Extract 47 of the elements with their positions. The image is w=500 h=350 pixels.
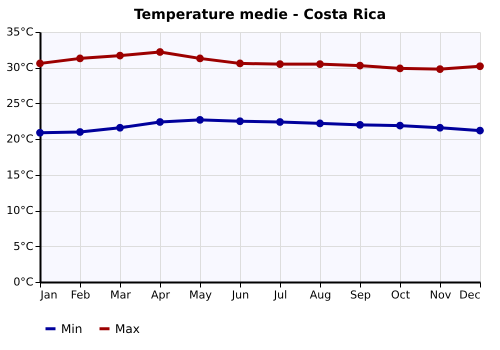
point: [396, 64, 404, 72]
y-tick-label: 35°C: [6, 26, 34, 38]
point: [156, 118, 164, 126]
point: [396, 122, 404, 130]
x-tick-label: Mar: [110, 288, 132, 302]
x-tick-label: Apr: [150, 288, 170, 302]
y-tick-label: 0°C: [13, 276, 34, 288]
x-tick-label: May: [189, 288, 212, 302]
y-tick-label: 5°C: [13, 240, 34, 253]
point: [476, 62, 484, 70]
point: [436, 65, 444, 74]
point: [356, 120, 364, 129]
x-tick-label: Jun: [230, 288, 250, 302]
x-tick-label: Jan: [40, 288, 58, 302]
chart-title: Temperature medie - Costa Rica: [134, 7, 386, 23]
x-tick-label: Feb: [70, 288, 90, 302]
point: [36, 128, 44, 137]
point: [116, 52, 124, 60]
point: [76, 128, 84, 136]
point: [436, 124, 444, 132]
point: [196, 116, 204, 124]
point: [156, 48, 164, 56]
y-tick-label: 15°C: [6, 168, 34, 182]
point: [356, 62, 364, 70]
x-tick-label: Oct: [390, 288, 411, 302]
point: [36, 60, 44, 68]
y-tick-label: 30°C: [6, 61, 34, 74]
x-tick-label: Dec: [459, 288, 480, 302]
point: [76, 54, 84, 62]
point: [316, 120, 324, 128]
point: [276, 60, 284, 68]
point: [316, 60, 324, 68]
x-tick-label: Nov: [430, 288, 452, 302]
point: [476, 126, 484, 134]
point: [196, 54, 204, 62]
point: [236, 117, 244, 126]
point: [276, 118, 284, 126]
y-tick-label: 20°C: [6, 132, 34, 146]
x-tick-label: Sep: [350, 288, 371, 302]
y-tick-label: 10°C: [6, 204, 34, 218]
y-tick-label: 25°C: [6, 96, 34, 110]
legend-label: Min: [61, 322, 82, 336]
x-tick-label: Aug: [310, 288, 332, 302]
x-tick-label: Jul: [272, 288, 288, 302]
point: [236, 60, 244, 68]
point: [116, 124, 124, 132]
legend-label: Max: [115, 322, 140, 336]
